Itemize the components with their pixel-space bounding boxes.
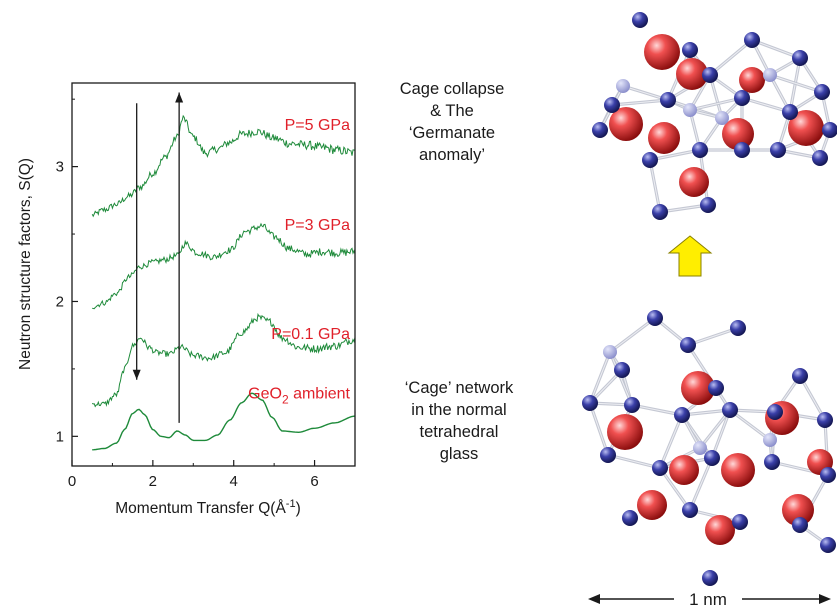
scale-bar-label: 1 nm — [689, 590, 727, 609]
caption-line: glass — [439, 445, 479, 463]
cage-network-structure — [582, 310, 836, 586]
y-tick-label: 1 — [56, 428, 64, 445]
scale-bar: 1 nm — [588, 590, 831, 609]
x-tick-label: 0 — [68, 473, 76, 490]
x-tick-label: 4 — [230, 473, 238, 490]
series-line — [91, 114, 356, 218]
caption-line: ‘Cage’ network — [404, 379, 514, 397]
peak-shift-arrows — [132, 92, 184, 423]
series-label: P=5 GPa — [285, 117, 350, 134]
caption-line: in the normal — [411, 401, 507, 419]
caption-line: ‘Germanate — [408, 124, 496, 142]
y-axis-label: Neutron structure factors, S(Q) — [17, 158, 34, 370]
caption-line: anomaly’ — [418, 146, 486, 164]
series-label: P=3 GPa — [285, 217, 350, 234]
arrow-head-icon — [132, 369, 141, 380]
caption-line: & The — [430, 102, 474, 120]
caption-line: tetrahedral — [419, 423, 499, 441]
series-labels: P=5 GPa P=3 GPa P=0.1 GPa GeO2 ambient — [248, 117, 350, 406]
caption-cage-collapse: Cage collapse & The ‘Germanate anomaly’ — [382, 78, 522, 166]
y-tick-label: 3 — [56, 159, 64, 176]
series-label: GeO2 ambient — [248, 386, 350, 407]
series-line — [92, 222, 356, 310]
structure-factor-chart: 0 2 4 6 1 2 3 P=5 GPa P=3 GPa P=0.1 GPa GeO2 ambi… — [17, 82, 356, 517]
caption-cage-network: ‘Cage’ network in the normal tetrahedral… — [374, 377, 544, 465]
series-label: P=0.1 GPa — [271, 326, 350, 343]
transition-arrow-icon — [667, 235, 713, 277]
series-line — [91, 312, 356, 408]
plot-lines — [91, 114, 356, 451]
y-tick-label: 2 — [56, 293, 64, 310]
axis-ticks: 0 2 4 6 1 2 3 — [56, 98, 356, 490]
x-axis-label: Momentum Transfer Q(Å-1) — [115, 498, 301, 517]
x-tick-label: 2 — [149, 473, 157, 490]
series-line — [92, 392, 356, 451]
caption-line: Cage collapse — [399, 80, 505, 98]
collapsed-cage-structure — [592, 12, 837, 220]
plot-frame — [71, 82, 356, 467]
arrow-head-icon — [175, 92, 184, 103]
x-tick-label: 6 — [310, 473, 318, 490]
